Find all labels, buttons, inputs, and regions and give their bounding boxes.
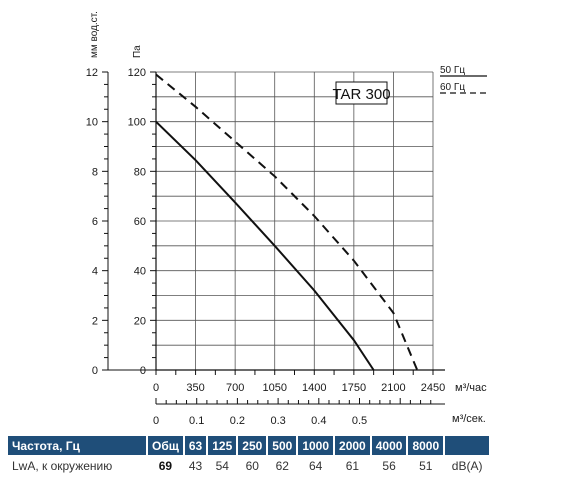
table-header-row: Частота, Гц Общ 63 125 250 500 1000 2000 4000 800… <box>8 436 490 455</box>
y-tick-label: 20 <box>134 315 146 327</box>
band-value: 61 <box>345 459 360 473</box>
x-tick-label: 2100 <box>381 382 405 394</box>
legend-label-60hz: 60 Гц <box>440 82 465 93</box>
sound-power-table: Частота, Гц Общ 63 125 250 500 1000 2000 4000 800… <box>6 436 491 477</box>
header-cell <box>445 436 490 455</box>
grid <box>156 71 434 370</box>
x2-tick-label: 0.1 <box>189 415 204 427</box>
header-cell: Общ <box>148 436 183 455</box>
header-cell: 4000 <box>371 436 407 455</box>
header-cell: 8000 <box>408 436 444 455</box>
legend-label-50hz: 50 Гц <box>440 65 465 76</box>
y2-tick-label: 10 <box>86 117 98 129</box>
unit-label: dB(A) <box>451 459 483 473</box>
band-value: 60 <box>245 459 259 473</box>
x-tick-label: 1400 <box>302 382 326 394</box>
y-axis-label-secondary: мм вод.ст. <box>89 11 100 58</box>
band-value: 54 <box>215 459 229 473</box>
y-tick-label: 80 <box>134 166 146 178</box>
header-cell: 250 <box>238 436 267 455</box>
x-tick-label: 1750 <box>342 382 366 394</box>
legend: 50 Гц 60 Гц <box>440 65 487 94</box>
series-line-50hz <box>155 120 375 371</box>
band-value: 56 <box>382 459 396 473</box>
y-tick-label: 60 <box>134 216 146 228</box>
total-value: 69 <box>158 459 173 473</box>
x2-tick-label: 0 <box>153 415 159 427</box>
title-box: TAR 300 <box>332 81 391 105</box>
x-tick-label: 350 <box>186 382 204 394</box>
x-tick-label: 2450 <box>421 382 445 394</box>
band-value: 64 <box>309 459 323 473</box>
x-tick-label: 1050 <box>262 382 286 394</box>
axes <box>102 71 445 405</box>
series-line-60hz <box>155 73 419 371</box>
x2-tick-label: 0.2 <box>230 415 245 427</box>
x-axis-label-secondary: м³/сек. <box>452 413 486 425</box>
table-row: LwA, к окружению 69 43 54 60 62 64 61 56 51 dB(A) <box>8 455 489 477</box>
x-tick-label: 700 <box>226 382 244 394</box>
y2-tick-label: 6 <box>92 216 98 228</box>
row-label: LwA, к окружению <box>12 459 113 473</box>
x-axis-label: м³/час <box>455 382 487 394</box>
band-value: 62 <box>275 459 289 473</box>
y2-tick-label: 0 <box>92 365 98 377</box>
y-tick-label: 120 <box>128 67 146 79</box>
header-frequency: Частота, Гц <box>8 436 146 455</box>
y-tick-label: 0 <box>140 365 146 377</box>
x2-tick-label: 0.5 <box>352 415 367 427</box>
y2-tick-label: 12 <box>86 67 98 79</box>
series <box>155 73 419 371</box>
x2-tick-label: 0.3 <box>270 415 285 427</box>
y2-tick-label: 2 <box>92 315 98 327</box>
chart-title: TAR 300 <box>332 86 390 103</box>
header-cell: 125 <box>208 436 237 455</box>
y2-tick-label: 8 <box>92 166 98 178</box>
y-axis-label: Па <box>132 45 143 58</box>
header-cell: 1000 <box>298 436 334 455</box>
band-value: 43 <box>188 459 203 473</box>
y-tick-label: 100 <box>128 117 146 129</box>
header-cell: 2000 <box>335 436 370 455</box>
y2-tick-label: 4 <box>92 266 98 278</box>
y-tick-label: 40 <box>134 266 146 278</box>
header-cell: 500 <box>268 436 297 455</box>
header-cell: 63 <box>184 436 207 455</box>
band-value: 51 <box>419 459 433 473</box>
x-tick-label: 0 <box>153 382 159 394</box>
x2-tick-label: 0.4 <box>311 415 326 427</box>
